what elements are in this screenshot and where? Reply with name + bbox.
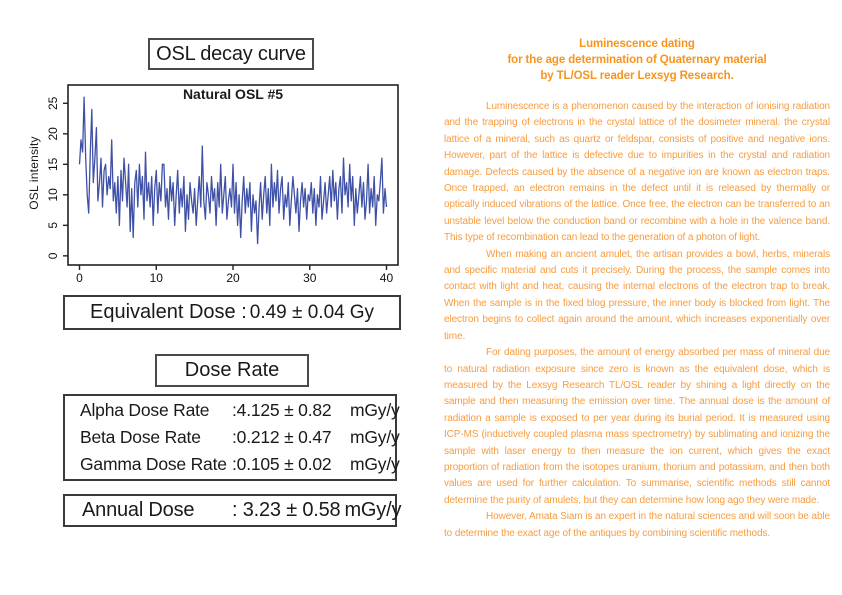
article-paragraph: Luminescence is a phenomenon caused by t… bbox=[444, 101, 830, 244]
gamma-dose-rate-unit: mGy/y bbox=[350, 454, 400, 474]
dose-rate-title: Dose Rate bbox=[184, 359, 280, 381]
alpha-dose-rate-label: Alpha Dose Rate bbox=[80, 400, 210, 420]
equivalent-dose-box: Equivalent Dose : 0.49 ± 0.04 Gy bbox=[63, 295, 401, 330]
svg-text:25: 25 bbox=[46, 96, 60, 110]
gamma-dose-rate-value: :0.105 ± 0.02 bbox=[232, 454, 332, 474]
annual-dose-unit: mGy/y bbox=[344, 499, 402, 521]
equivalent-dose-value: 0.49 ± 0.04 bbox=[249, 301, 345, 323]
article-heading-line-1: Luminescence dating bbox=[579, 38, 695, 50]
table-row: Alpha Dose Rate :4.125 ± 0.82 mGy/y bbox=[80, 397, 400, 424]
annual-dose-value: : 3.23 ± 0.58 bbox=[232, 499, 341, 521]
svg-text:30: 30 bbox=[303, 271, 317, 285]
annual-dose-box: Annual Dose : 3.23 ± 0.58 mGy/y bbox=[63, 494, 401, 527]
article-paragraph: For dating purposes, the amount of energ… bbox=[444, 347, 830, 506]
beta-dose-rate-unit: mGy/y bbox=[350, 427, 400, 447]
article-body: Luminescence is a phenomenon caused by t… bbox=[444, 99, 830, 542]
article-paragraph: However, Amata Siam is an expert in the … bbox=[444, 511, 830, 539]
article-paragraph: When making an ancient amulet, the artis… bbox=[444, 248, 830, 342]
dose-rates-table: Alpha Dose Rate :4.125 ± 0.82 mGy/y Beta… bbox=[63, 394, 400, 481]
svg-text:10: 10 bbox=[46, 188, 60, 202]
gamma-dose-rate-label: Gamma Dose Rate bbox=[80, 454, 227, 474]
beta-dose-rate-value: :0.212 ± 0.47 bbox=[232, 427, 332, 447]
equivalent-dose-unit: Gy bbox=[349, 301, 374, 323]
svg-text:20: 20 bbox=[46, 127, 60, 141]
osl-decay-chart: 0 10 20 30 40 0 5 10 15 20 25 Natural OSL #5 OSL i… bbox=[14, 78, 414, 293]
svg-text:0: 0 bbox=[46, 252, 60, 259]
svg-text:40: 40 bbox=[380, 271, 394, 285]
svg-text:15: 15 bbox=[46, 157, 60, 171]
equivalent-dose-label: Equivalent Dose : bbox=[90, 301, 247, 323]
svg-text:20: 20 bbox=[226, 271, 240, 285]
table-row: Gamma Dose Rate :0.105 ± 0.02 mGy/y bbox=[80, 451, 400, 478]
svg-text:5: 5 bbox=[46, 222, 60, 229]
osl-decay-curve-title-box: OSL decay curve bbox=[148, 38, 314, 70]
table-row: Beta Dose Rate :0.212 ± 0.47 mGy/y bbox=[80, 424, 400, 451]
beta-dose-rate-label: Beta Dose Rate bbox=[80, 427, 201, 447]
osl-chart-svg: 0 10 20 30 40 0 5 10 15 20 25 bbox=[46, 84, 399, 285]
alpha-dose-rate-unit: mGy/y bbox=[350, 400, 400, 420]
article-heading: Luminescence dating for the age determin… bbox=[444, 36, 830, 84]
chart-y-axis-label: OSL intensity bbox=[27, 136, 41, 210]
svg-text:0: 0 bbox=[76, 271, 83, 285]
osl-decay-curve-title: OSL decay curve bbox=[156, 42, 306, 65]
luminescence-article: Luminescence dating for the age determin… bbox=[444, 36, 830, 542]
alpha-dose-rate-value: :4.125 ± 0.82 bbox=[232, 400, 332, 420]
annual-dose-label: Annual Dose bbox=[82, 499, 195, 521]
dose-rate-title-box: Dose Rate bbox=[155, 354, 309, 387]
svg-text:10: 10 bbox=[150, 271, 164, 285]
chart-title: Natural OSL #5 bbox=[182, 86, 284, 102]
article-heading-line-2: for the age determination of Quaternary … bbox=[507, 54, 767, 66]
article-heading-line-3: by TL/OSL reader Lexsyg Research. bbox=[540, 70, 734, 82]
